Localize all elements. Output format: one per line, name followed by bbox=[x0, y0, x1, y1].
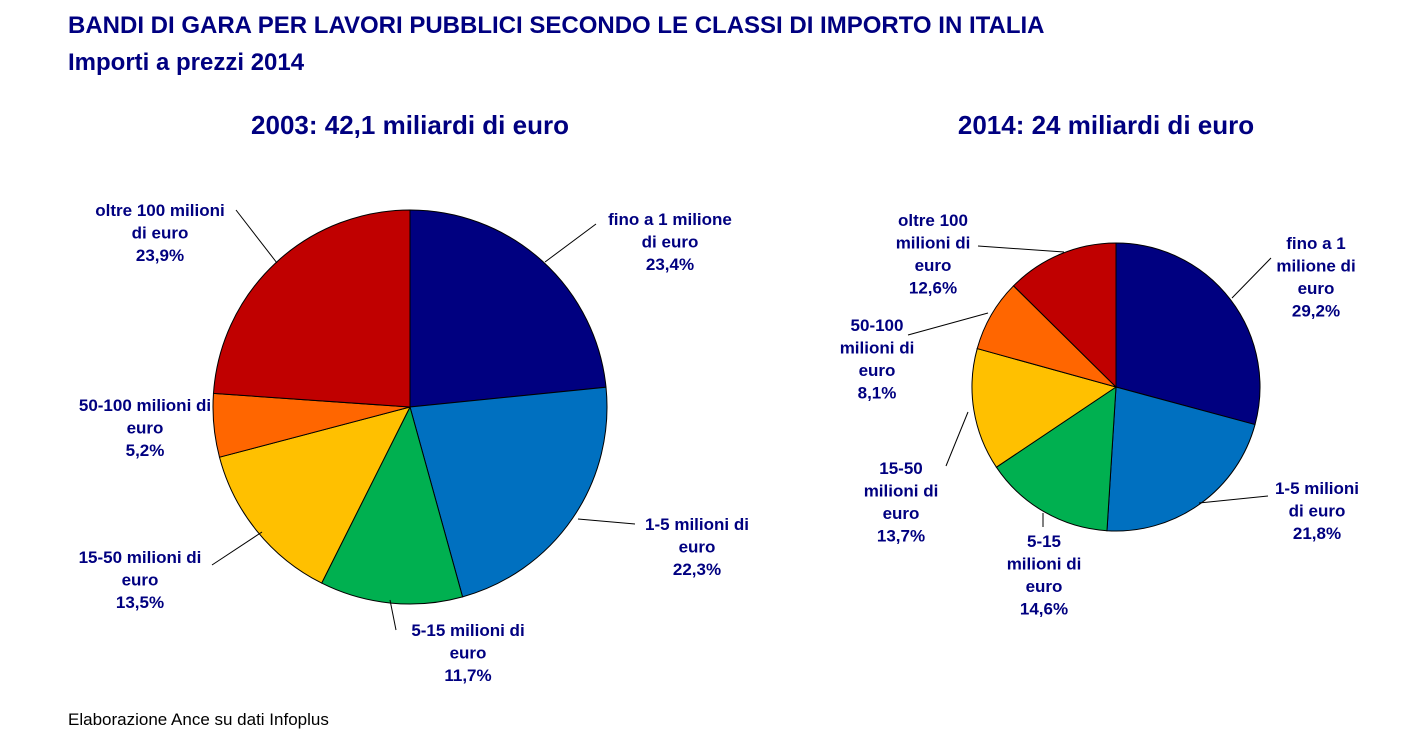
pie-2014-label-5-line-2: euro bbox=[915, 256, 952, 275]
pie-2014-label-2: 5-15 milioni di euro 14,6% bbox=[1007, 532, 1082, 619]
pie-2003-leader-line-1 bbox=[577, 518, 636, 525]
pie-chart-2014: fino a 1 milione di euro 29,2% 1-5 milioni di… bbox=[840, 211, 1359, 619]
pie-2014-slice-5 bbox=[1012, 242, 1117, 389]
pie-2014-label-4: 50-100 milioni di euro 8,1% bbox=[840, 316, 915, 403]
pie-2003-slice-1 bbox=[409, 386, 608, 598]
pie-2003-label-5-line-2: 23,9% bbox=[136, 246, 184, 265]
pie-2003-label-0-line-1: di euro bbox=[642, 233, 699, 252]
pie-2003-label-5-line-1: di euro bbox=[132, 224, 189, 243]
pie-2003-label-1-line-1: euro bbox=[679, 538, 716, 557]
pie-2014-label-1-line-2: 21,8% bbox=[1293, 524, 1341, 543]
pie-2014-label-3-line-2: euro bbox=[883, 504, 920, 523]
pie-2014-label-3: 15-50 milioni di euro 13,7% bbox=[864, 459, 939, 546]
pie-2014-label-0: fino a 1 milione di euro 29,2% bbox=[1276, 234, 1355, 321]
pie-2014-leader-line-5 bbox=[977, 245, 1065, 253]
pie-2003-label-4-line-2: 5,2% bbox=[126, 441, 165, 460]
pie-2014-slice-1 bbox=[1106, 386, 1256, 532]
pie-2003-label-5: oltre 100 milioni di euro 23,9% bbox=[95, 201, 224, 265]
pie-2014-label-2-line-3: 14,6% bbox=[1020, 600, 1068, 619]
pie-2014-label-1-line-1: di euro bbox=[1289, 502, 1346, 521]
pie-2003-label-1: 1-5 milioni di euro 22,3% bbox=[645, 515, 749, 579]
pie-2003-label-3-line-1: euro bbox=[122, 571, 159, 590]
pie-2014-label-1-line-0: 1-5 milioni bbox=[1275, 479, 1359, 498]
pie-2014-label-5-line-1: milioni di bbox=[896, 234, 971, 253]
pie-2014-label-3-line-1: milioni di bbox=[864, 482, 939, 501]
pie-2003-slice-0 bbox=[409, 209, 607, 408]
pie-2003-label-1-line-0: 1-5 milioni di bbox=[645, 515, 749, 534]
pie-2003-label-2-line-2: 11,7% bbox=[444, 666, 491, 685]
chart-title-2003: 2003: 42,1 miliardi di euro bbox=[251, 110, 569, 140]
pie-2003-label-2-line-1: euro bbox=[450, 644, 487, 663]
pie-2003-label-0: fino a 1 milione di euro 23,4% bbox=[608, 210, 732, 274]
pie-2014-label-3-line-3: 13,7% bbox=[877, 527, 925, 546]
pie-chart-2003: fino a 1 milione di euro 23,4% 1-5 milioni … bbox=[79, 201, 749, 685]
pie-2003-label-1-line-2: 22,3% bbox=[673, 560, 721, 579]
pie-2003-label-5-line-0: oltre 100 milioni bbox=[95, 201, 224, 220]
pie-2014-label-4-line-1: milioni di bbox=[840, 339, 915, 358]
pie-2003-label-3-line-2: 13,5% bbox=[116, 593, 164, 612]
pie-2003-label-0-line-2: 23,4% bbox=[646, 255, 694, 274]
pie-2003-label-4-line-0: 50-100 milioni di bbox=[79, 396, 211, 415]
pie-2014-slice-3 bbox=[971, 347, 1118, 468]
pie-2014-label-0-line-1: milione di bbox=[1276, 257, 1355, 276]
pie-2014-slice-2 bbox=[995, 386, 1117, 532]
pie-2014-label-0-line-2: euro bbox=[1298, 279, 1335, 298]
pie-2014-label-3-line-0: 15-50 bbox=[879, 459, 922, 478]
page-title: BANDI DI GARA PER LAVORI PUBBLICI SECOND… bbox=[68, 12, 1045, 39]
pie-2014-label-2-line-0: 5-15 bbox=[1027, 532, 1061, 551]
pie-2014-label-5: oltre 100 milioni di euro 12,6% bbox=[896, 211, 971, 298]
pie-2014-label-2-line-1: milioni di bbox=[1007, 555, 1082, 574]
pie-2003-leader-line-5 bbox=[235, 209, 278, 264]
pie-2003-label-4: 50-100 milioni di euro 5,2% bbox=[79, 396, 211, 460]
pie-2003-leader-line-2 bbox=[389, 599, 397, 631]
pie-2014-label-0-line-3: 29,2% bbox=[1292, 302, 1340, 321]
pie-2014-slice-0 bbox=[1115, 242, 1261, 426]
pie-2014-label-4-line-0: 50-100 bbox=[851, 316, 904, 335]
pie-2003-leader-line-0 bbox=[544, 223, 597, 263]
pie-2014-leader-line-4 bbox=[907, 312, 989, 336]
pie-2014-label-5-line-3: 12,6% bbox=[909, 279, 957, 298]
page-subtitle: Importi a prezzi 2014 bbox=[68, 49, 305, 76]
pie-2003-label-3-line-0: 15-50 milioni di bbox=[79, 548, 202, 567]
pie-2003-label-3: 15-50 milioni di euro 13,5% bbox=[79, 548, 202, 612]
pie-2014-label-4-line-3: 8,1% bbox=[858, 384, 897, 403]
pie-2003-slice-3 bbox=[218, 406, 411, 584]
pie-2014-leader-line-0 bbox=[1231, 257, 1272, 299]
pie-2014-label-5-line-0: oltre 100 bbox=[898, 211, 968, 230]
pie-2014-label-4-line-2: euro bbox=[859, 361, 896, 380]
pie-2014-label-1: 1-5 milioni di euro 21,8% bbox=[1275, 479, 1359, 543]
pie-2003-label-2-line-0: 5-15 milioni di bbox=[411, 621, 524, 640]
chart-title-2014: 2014: 24 miliardi di euro bbox=[958, 110, 1254, 140]
pie-2003-label-2: 5-15 milioni di euro 11,7% bbox=[411, 621, 524, 685]
pie-2003-leader-line-3 bbox=[211, 531, 263, 566]
source-note: Elaborazione Ance su dati Infoplus bbox=[68, 710, 329, 729]
pie-2014-leader-line-1 bbox=[1198, 495, 1269, 504]
pie-2014-label-2-line-2: euro bbox=[1026, 577, 1063, 596]
pie-2014-label-0-line-0: fino a 1 bbox=[1286, 234, 1346, 253]
pie-2003-slice-5 bbox=[212, 209, 411, 408]
pie-2003-label-0-line-0: fino a 1 milione bbox=[608, 210, 732, 229]
pie-2014-leader-line-3 bbox=[945, 411, 969, 467]
pie-2003-label-4-line-1: euro bbox=[127, 419, 164, 438]
